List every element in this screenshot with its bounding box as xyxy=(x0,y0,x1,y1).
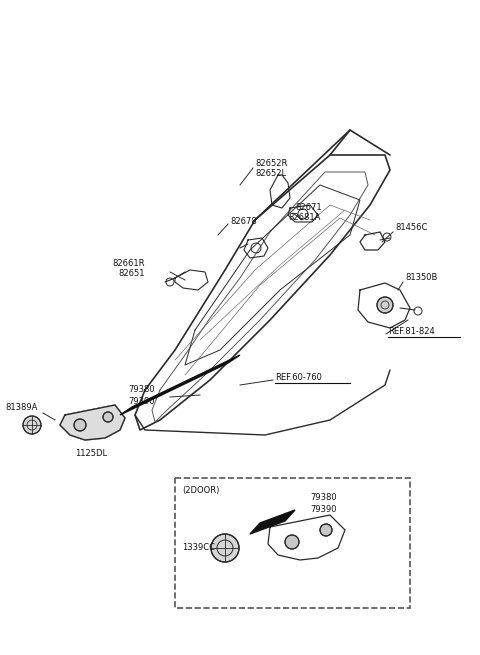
Text: 82652L: 82652L xyxy=(255,168,286,178)
Text: 82651: 82651 xyxy=(118,269,144,278)
Circle shape xyxy=(320,524,332,536)
Text: (2DOOR): (2DOOR) xyxy=(182,485,219,495)
Text: 81389A: 81389A xyxy=(5,403,37,413)
Text: 79380: 79380 xyxy=(128,386,155,394)
Text: 79390: 79390 xyxy=(128,396,155,405)
Circle shape xyxy=(23,416,41,434)
Text: 1339CC: 1339CC xyxy=(182,544,215,553)
Text: 79390: 79390 xyxy=(310,504,336,514)
Text: 1125DL: 1125DL xyxy=(75,449,107,457)
Circle shape xyxy=(211,534,239,562)
Text: 82681A: 82681A xyxy=(288,214,320,223)
Circle shape xyxy=(103,412,113,422)
Circle shape xyxy=(377,297,393,313)
Text: 82678: 82678 xyxy=(230,217,257,227)
Polygon shape xyxy=(250,510,295,534)
Polygon shape xyxy=(120,355,240,415)
Polygon shape xyxy=(60,405,125,440)
Circle shape xyxy=(285,535,299,549)
Text: 82652R: 82652R xyxy=(255,159,288,168)
Text: 81350B: 81350B xyxy=(405,274,437,282)
Text: 82661R: 82661R xyxy=(112,259,144,267)
Text: 81456C: 81456C xyxy=(395,223,427,233)
Text: REF.60-760: REF.60-760 xyxy=(275,373,322,383)
Text: REF.81-824: REF.81-824 xyxy=(388,328,435,337)
Circle shape xyxy=(74,419,86,431)
Text: 79380: 79380 xyxy=(310,493,336,502)
Text: 82671: 82671 xyxy=(295,202,322,212)
